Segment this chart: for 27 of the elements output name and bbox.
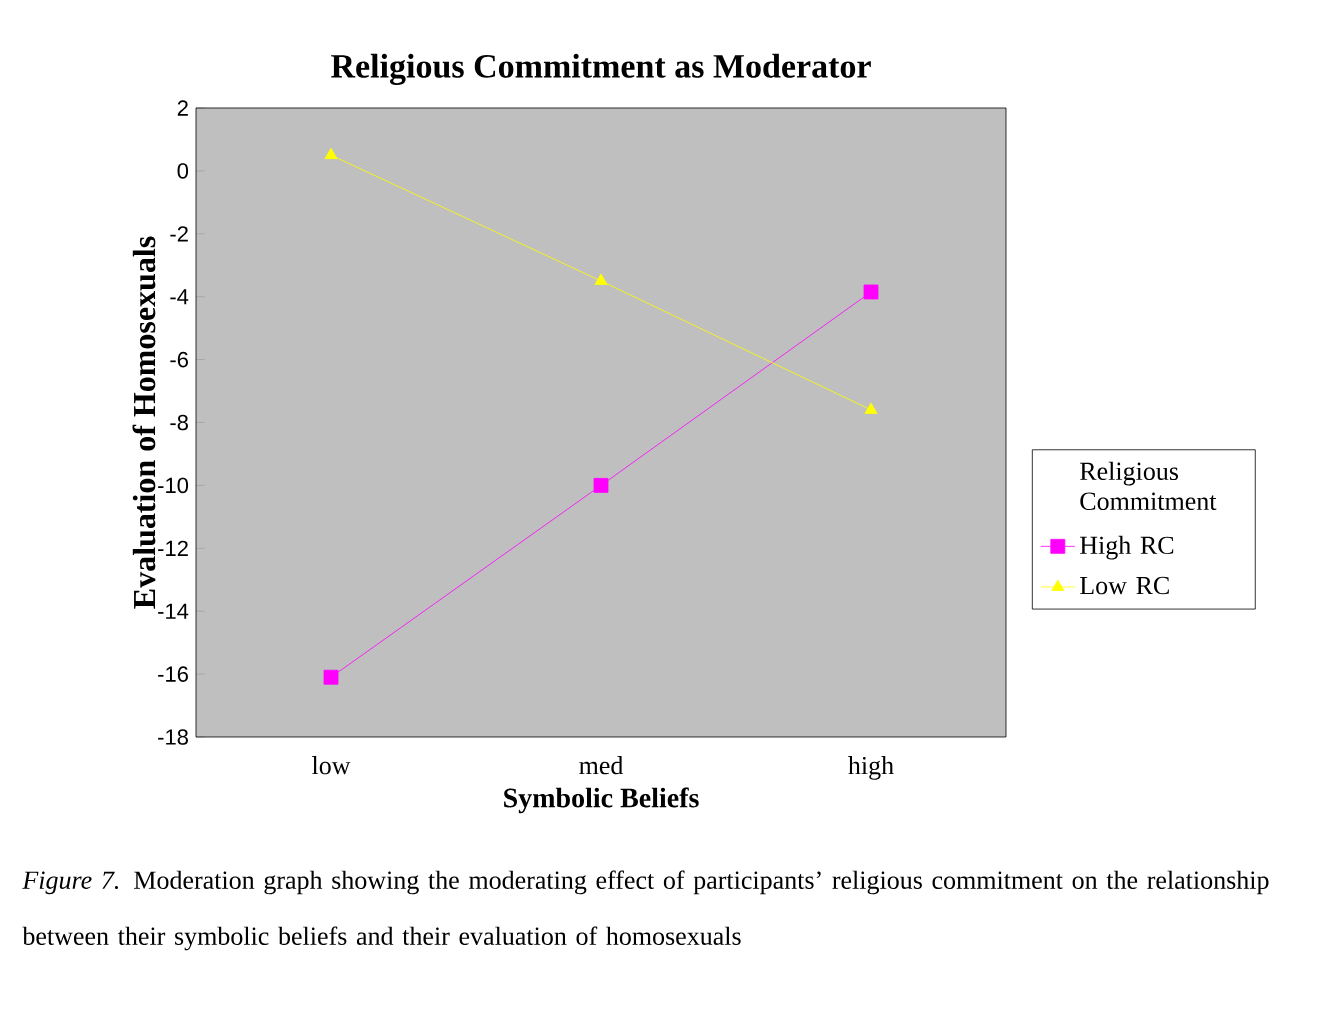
chart-title: Religious Commitment as Moderator	[331, 53, 871, 85]
point	[864, 402, 878, 414]
y-axis-title: Evaluation of Homosexuals	[132, 236, 156, 609]
legend-label: High RC	[1080, 535, 1174, 560]
point	[863, 284, 879, 300]
x-tick-label: low	[312, 756, 351, 775]
y-tick-label: -10	[158, 477, 189, 494]
legend-label: Low RC	[1080, 576, 1169, 595]
legend-title: Religious Commitment	[1080, 461, 1217, 511]
point	[593, 478, 609, 493]
y-tick-label: -12	[158, 540, 188, 556]
y-tick-label: -14	[158, 603, 189, 619]
y-tick-label: -4	[170, 289, 189, 305]
y-tick-label: 0	[177, 163, 189, 179]
y-tick-label: -8	[170, 414, 188, 431]
x-axis-title: Symbolic Beliefs	[504, 787, 699, 814]
point	[323, 669, 339, 685]
y-tick-label: -6	[170, 351, 188, 368]
y-tick-label: -16	[158, 666, 188, 682]
y-tick-label: -2	[170, 226, 188, 242]
point	[594, 273, 608, 285]
y-tick-label: -18	[158, 729, 188, 745]
x-tick-label: high	[848, 756, 894, 780]
point	[324, 147, 338, 160]
y-tick-label: 2	[177, 100, 188, 116]
text: Figure 7. Moderation graph showing the moderating effect of participants’ religious commitment on the relationship between their symbolic beliefs and their evaluation of homosexuals	[22, 870, 1269, 951]
x-tick-label: med	[579, 756, 624, 775]
